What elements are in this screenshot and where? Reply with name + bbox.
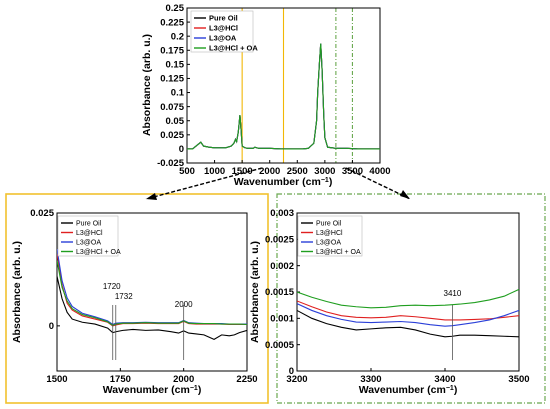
y-tick-label: 0 — [179, 144, 184, 155]
legend-entry: L3@HCl — [209, 24, 238, 33]
series-line-l3-hcl-oa — [57, 260, 247, 327]
bl-x-axis-title: Wavenumber (cm−1) — [103, 384, 202, 396]
x-tick-label: 3500 — [508, 374, 529, 385]
series-line-pure-oil — [297, 309, 519, 338]
y-tick-label: 0.25 — [166, 3, 185, 14]
legend-entry: L3@OA — [76, 240, 101, 247]
x-tick-label: 1750 — [110, 374, 131, 385]
zoom-panel-3200-3500: 3200 3300 3400 3500 0 0.0005 0.001 0.0015 0.002 0… — [249, 208, 530, 396]
top-plot-frame — [186, 7, 381, 164]
top-x-axis-title: Wavenumber (cm−1) — [234, 176, 333, 188]
y-tick-label: 0.0025 — [265, 235, 295, 246]
legend-entry: L3@HCl + OA — [316, 249, 361, 256]
br-x-axis-title: Wavenumber (cm−1) — [359, 384, 458, 396]
x-tick-label: 2000 — [259, 166, 280, 177]
legend-entry: Pure Oil — [316, 221, 342, 228]
legend-box — [190, 10, 254, 53]
annotation-label: 3410 — [444, 289, 462, 298]
series-line-l3-oa — [297, 303, 519, 327]
br-y-axis-title: Absorbance (arb. u.) — [249, 241, 261, 343]
y-tick-label: 0.003 — [270, 208, 294, 219]
legend-entry: L3@HCl — [76, 230, 103, 237]
series-line-l3-hcl-oa — [187, 43, 380, 150]
legend-entry: L3@HCl + OA — [209, 44, 258, 53]
annotation-label: 1732 — [115, 292, 133, 301]
x-tick-label: 3400 — [434, 374, 455, 385]
left-zoom-frame — [5, 193, 269, 404]
y-tick-label: 0.125 — [160, 74, 184, 85]
x-tick-label: 500 — [179, 166, 195, 177]
x-tick-label: 2500 — [287, 166, 308, 177]
annotation-label: 1720 — [103, 282, 121, 291]
y-tick-label: 0.15 — [166, 60, 185, 71]
y-tick-label: 0.075 — [160, 102, 184, 113]
y-tick-label: 0.025 — [30, 208, 54, 219]
bl-plot-frame — [56, 212, 248, 372]
x-tick-label: 3000 — [314, 166, 335, 177]
x-tick-label: 3300 — [360, 374, 381, 385]
y-tick-label: 0.0005 — [265, 340, 295, 351]
x-tick-label: 3200 — [286, 374, 307, 385]
y-tick-label: -0.025 — [157, 158, 185, 169]
x-tick-label: 1500 — [232, 166, 253, 177]
bl-y-axis-title: Absorbance (arb. u.) — [11, 241, 23, 343]
legend-entry: L3@OA — [316, 240, 341, 247]
y-tick-label: 0.2 — [171, 31, 184, 42]
series-line-l3-oa — [57, 249, 247, 326]
x-tick-label: 2000 — [173, 374, 194, 385]
y-tick-label: 0 — [289, 366, 294, 377]
series-line-l3-hcl — [297, 300, 519, 321]
x-tick-label: 3500 — [342, 166, 363, 177]
y-tick-label: 0.0015 — [265, 287, 295, 298]
legend-entry: Pure Oil — [209, 14, 238, 23]
top-y-axis-title: Absorbance (arb. u.) — [141, 34, 153, 136]
y-tick-label: 0.001 — [270, 314, 294, 325]
legend-entry: Pure Oil — [76, 221, 102, 228]
y-tick-label: 0.225 — [160, 17, 184, 28]
legend-entry: L3@OA — [209, 34, 237, 43]
overview-panel: 500 1000 1500 2000 2500 3000 3500 4000 -0.025 0 0.… — [141, 3, 391, 188]
y-tick-label: 0.002 — [270, 261, 294, 272]
legend-entry: L3@HCl — [316, 230, 343, 237]
series-line-pure-oil — [57, 276, 247, 341]
right-zoom-frame — [276, 193, 546, 404]
y-tick-label: 0.05 — [166, 116, 185, 127]
y-tick-label: 0.1 — [171, 88, 185, 99]
legend-entry: L3@HCl + OA — [76, 249, 121, 256]
y-tick-label: 0.025 — [160, 130, 184, 141]
x-tick-label: 4000 — [369, 166, 390, 177]
y-tick-label: 0.175 — [160, 45, 184, 56]
annotation-label: 2000 — [175, 300, 193, 309]
x-tick-label: 1500 — [46, 374, 67, 385]
zoom-arrows — [145, 167, 411, 200]
x-tick-label: 2250 — [236, 374, 257, 385]
series-line-l3-hcl-oa — [297, 288, 519, 309]
y-tick-label: 0 — [49, 321, 54, 332]
x-tick-label: 1000 — [204, 166, 225, 177]
